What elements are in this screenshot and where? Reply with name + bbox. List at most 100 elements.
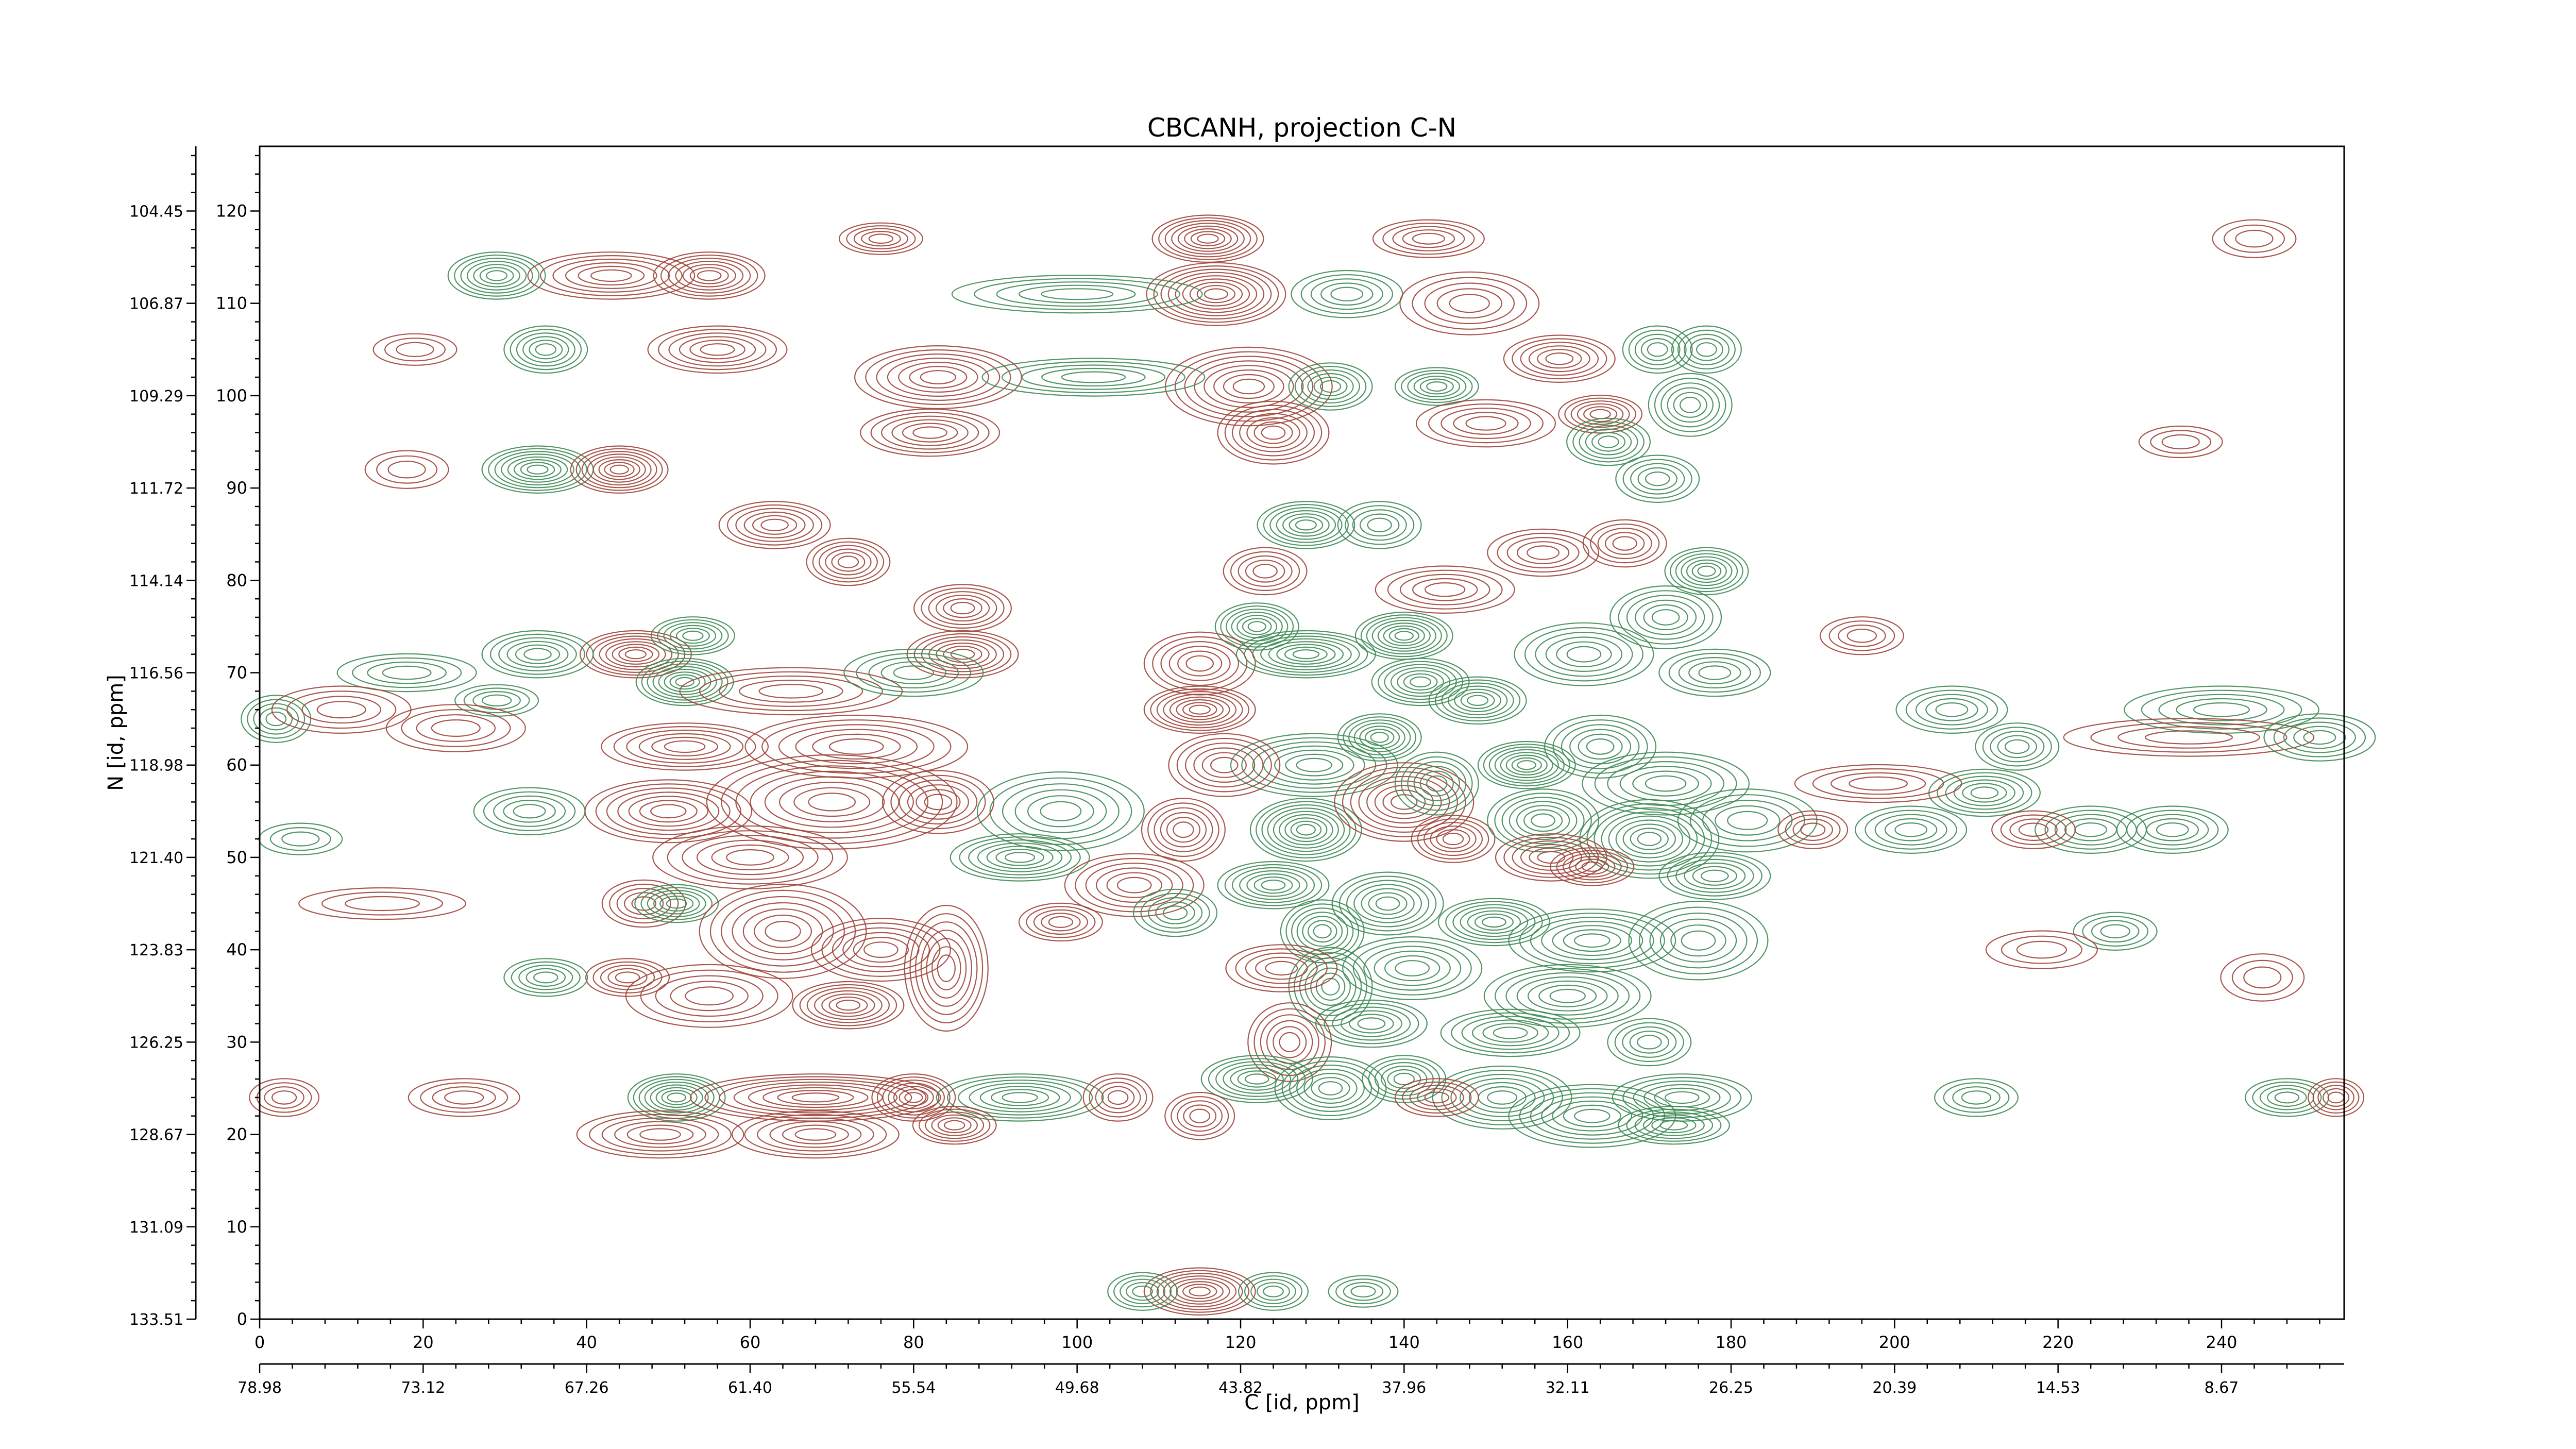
contour-level: [1618, 590, 1714, 645]
contour-level: [890, 774, 986, 830]
contour-level: [1359, 513, 1400, 537]
contour-level: [1217, 400, 1330, 465]
contour-level: [1677, 329, 1736, 369]
contour-level: [634, 884, 719, 923]
contour-level: [1645, 775, 1687, 792]
negative-peak: [1544, 714, 1657, 779]
contour-level: [1338, 875, 1437, 932]
contour-level: [1445, 901, 1543, 943]
contour-level: [1160, 812, 1207, 848]
positive-peak: [1582, 519, 1667, 568]
contour-level: [793, 787, 871, 817]
contour-level: [1224, 864, 1323, 906]
x-ppm-tick-label: 61.40: [728, 1379, 772, 1397]
contour-level: [1155, 901, 1195, 924]
contour-level: [1497, 532, 1589, 573]
positive-peak: [298, 887, 466, 920]
contour-level: [1255, 956, 1308, 980]
contour-level: [1962, 783, 2007, 803]
y-ppm-tick-label: 123.83: [129, 941, 183, 959]
contour-level: [364, 450, 449, 489]
contour-level: [1503, 334, 1616, 383]
contour-level: [1686, 559, 1727, 583]
contour-level: [846, 225, 916, 252]
contour-level: [870, 412, 990, 453]
contour-level: [1252, 635, 1360, 673]
positive-peak: [731, 1110, 900, 1159]
contour-level: [1468, 1082, 1536, 1113]
contour-level: [1895, 685, 2008, 734]
contour-level: [639, 1128, 681, 1141]
contour-level: [1204, 365, 1294, 408]
contour-level: [1040, 801, 1082, 821]
contour-level: [1508, 1084, 1676, 1148]
negative-peak: [1238, 1272, 1309, 1311]
positive-peak: [653, 251, 766, 300]
contour-level: [1402, 229, 1455, 248]
positive-peak: [718, 500, 831, 549]
contour-level: [959, 836, 1081, 879]
contour-level: [1572, 421, 1645, 463]
contour-level: [1279, 814, 1333, 846]
contour-level: [1176, 699, 1224, 720]
contour-level: [1294, 366, 1367, 407]
contour-level: [739, 680, 843, 703]
contour-level: [605, 641, 666, 668]
contour-level: [1645, 471, 1670, 486]
contour-level: [1643, 1084, 1721, 1111]
contour-level: [1658, 852, 1771, 900]
contour-level: [1503, 836, 1599, 878]
contour-level: [937, 1117, 972, 1134]
contour-level: [453, 255, 540, 297]
contour-level: [1269, 507, 1343, 543]
contour-level: [489, 633, 586, 675]
contour-level: [576, 1110, 744, 1159]
contour-level: [420, 1082, 509, 1113]
contour-level: [1394, 631, 1414, 641]
contour-level: [1487, 1090, 1518, 1105]
contour-level: [685, 986, 734, 1006]
contour-level: [1374, 950, 1451, 986]
negative-peak: [1230, 733, 1398, 797]
contour-level: [2220, 953, 2305, 1002]
negative-peak: [1617, 1105, 1730, 1145]
negative-peak: [2263, 713, 2376, 762]
contour-level: [1167, 272, 1265, 316]
contour-level: [382, 665, 432, 680]
contour-level: [1368, 892, 1408, 915]
contour-level: [271, 1090, 297, 1105]
contour-level: [526, 968, 566, 987]
contour-level: [750, 770, 914, 834]
positive-peak: [906, 630, 1019, 679]
plot-background: [260, 146, 2344, 1319]
contour-level: [351, 657, 462, 688]
contour-level: [765, 921, 801, 942]
contour-level: [2263, 713, 2376, 762]
negative-peak: [1328, 1275, 1399, 1308]
contour-level: [539, 255, 683, 296]
negative-peak: [1371, 658, 1470, 706]
contour-level: [1660, 382, 1720, 428]
contour-level: [2117, 726, 2260, 749]
contour-level: [639, 800, 698, 823]
contour-level: [1990, 731, 2045, 763]
contour-level: [1288, 947, 1373, 1027]
contour-level: [1467, 910, 1521, 934]
negative-peak: [2124, 685, 2319, 734]
contour-level: [1238, 555, 1293, 587]
contour-level: [958, 1080, 1082, 1116]
contour-level: [1257, 500, 1355, 549]
contour-level: [650, 1084, 703, 1111]
contour-level: [1673, 392, 1707, 418]
contour-level: [1654, 377, 1726, 432]
contour-level: [1367, 517, 1392, 533]
contour-level: [585, 958, 670, 997]
positive-peak: [1225, 944, 1338, 992]
contour-level: [1300, 274, 1393, 314]
contour-level: [1382, 789, 1426, 815]
contour-level: [1516, 541, 1570, 564]
contour-level: [1669, 550, 1743, 593]
contour-level: [1274, 749, 1354, 781]
contour-level: [1263, 1285, 1284, 1298]
contour-level: [1353, 722, 1405, 752]
